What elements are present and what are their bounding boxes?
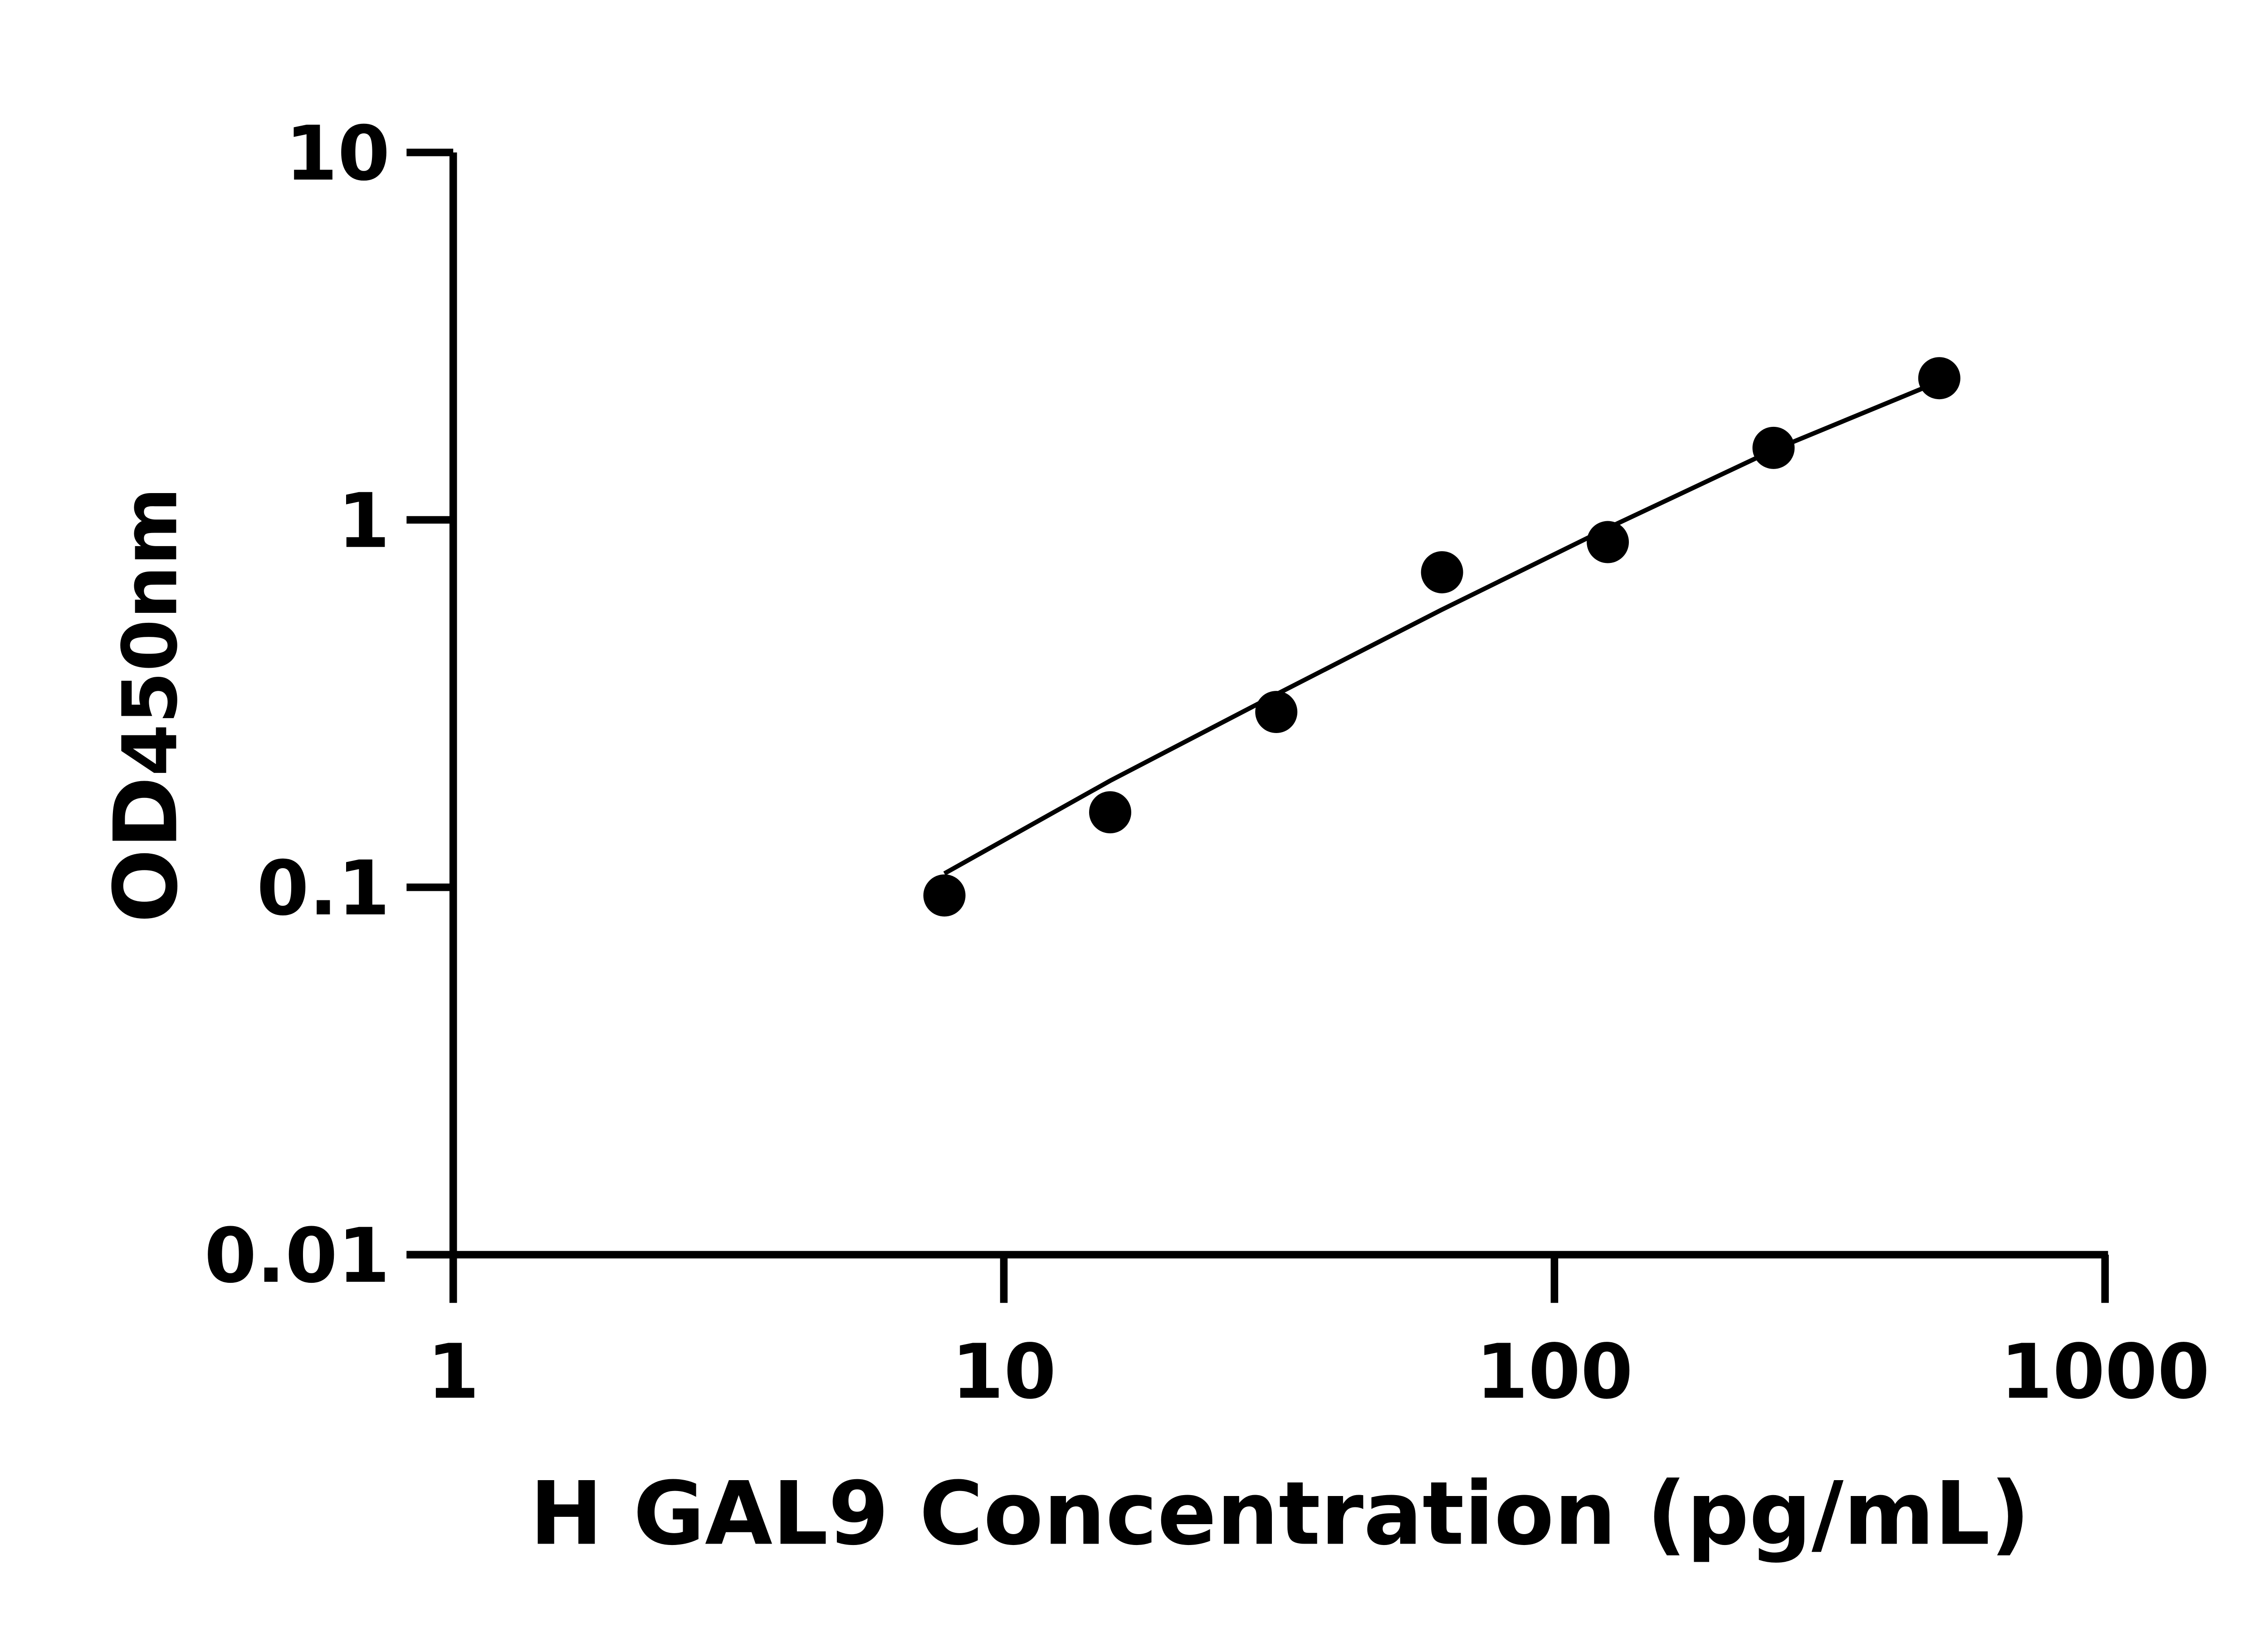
data-points [923,357,1960,917]
x-tick-label: 1000 [2000,1328,2210,1416]
y-tick-label: 0.1 [257,845,390,933]
data-point [1752,426,1795,469]
y-tick-label: 1 [337,478,390,565]
x-tick-label: 10 [952,1328,1056,1416]
x-axis-label: H GAL9 Concentration (pg/mL) [530,1463,2030,1565]
data-point [1587,521,1629,563]
y-tick-label: 0.01 [204,1213,390,1300]
axes [406,152,2108,1259]
y-tick-label: 10 [285,110,390,198]
x-tick-label: 1 [427,1328,479,1416]
y-axis-label-main: OD [95,776,197,923]
data-point [1089,791,1131,834]
data-point [923,874,966,917]
y-axis-label: OD450nm [95,487,197,923]
data-point [1918,357,1960,400]
data-point [1255,691,1298,733]
data-point [1421,551,1463,594]
x-tick-label: 100 [1476,1328,1633,1416]
ticks: 0.01 0.1 1 10 1 10 100 1000 [204,110,2209,1416]
y-axis-label-sub: 450nm [107,487,194,777]
